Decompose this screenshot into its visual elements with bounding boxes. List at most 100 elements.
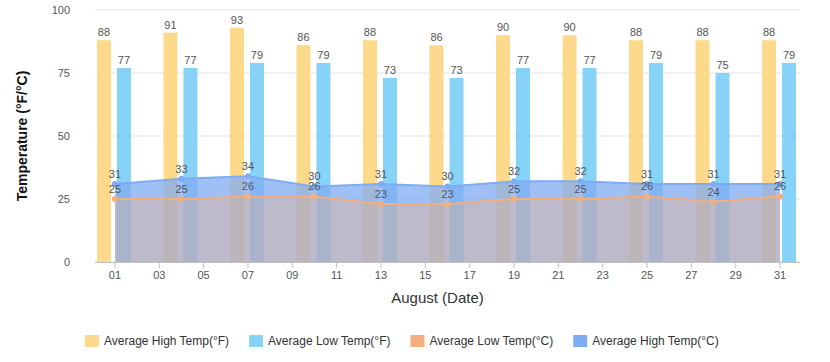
legend-swatch (249, 335, 263, 347)
marker (777, 193, 783, 199)
bar (97, 40, 111, 262)
x-tick-label: 25 (641, 269, 653, 281)
x-tick-label: 29 (730, 269, 742, 281)
data-label: 25 (508, 183, 520, 195)
data-label: 77 (583, 54, 595, 66)
x-tick (380, 262, 381, 268)
marker (511, 196, 517, 202)
y-tick-label: 50 (58, 130, 70, 142)
x-axis-title: August (Date) (391, 289, 484, 306)
data-label: 90 (497, 21, 509, 33)
chart: 0255075100Temperature (°F/°C)01030507091… (0, 0, 830, 362)
y-tick-label: 25 (58, 193, 70, 205)
data-label: 31 (375, 168, 387, 180)
data-label: 32 (508, 165, 520, 177)
data-label: 93 (231, 14, 243, 26)
x-axis: 01030507091113151719212325272931 (95, 262, 800, 281)
data-label: 86 (297, 31, 309, 43)
x-tick (469, 262, 470, 268)
marker (378, 201, 384, 207)
y-tick-label: 100 (52, 4, 70, 16)
x-tick-label: 07 (242, 269, 254, 281)
data-label: 26 (308, 180, 320, 192)
marker (178, 196, 184, 202)
legend-label: Average Low Temp(°C) (430, 334, 554, 348)
marker (178, 176, 184, 182)
marker (378, 181, 384, 187)
grid-line (95, 136, 800, 137)
x-tick-label: 19 (508, 269, 520, 281)
legend-swatch (85, 335, 99, 347)
data-label: 88 (696, 26, 708, 38)
data-label: 25 (109, 183, 121, 195)
data-label: 31 (774, 168, 786, 180)
x-tick (514, 262, 515, 268)
data-label: 88 (630, 26, 642, 38)
data-label: 79 (317, 49, 329, 61)
data-label: 33 (175, 163, 187, 175)
data-label: 31 (641, 168, 653, 180)
data-label: 30 (441, 170, 453, 182)
x-tick (735, 262, 736, 268)
x-tick (203, 262, 204, 268)
data-label: 88 (364, 26, 376, 38)
legend: Average High Temp(°F)Average Low Temp(°F… (85, 334, 719, 348)
data-label: 32 (574, 165, 586, 177)
x-tick (159, 262, 160, 268)
data-label: 73 (450, 64, 462, 76)
marker (711, 199, 717, 205)
data-label: 77 (517, 54, 529, 66)
data-label: 88 (763, 26, 775, 38)
legend-swatch (573, 335, 587, 347)
legend-label: Average Low Temp(°F) (268, 334, 390, 348)
data-label: 23 (375, 188, 387, 200)
data-label: 26 (774, 180, 786, 192)
x-tick (247, 262, 248, 268)
x-tick (647, 262, 648, 268)
data-label: 77 (184, 54, 196, 66)
x-tick-label: 17 (464, 269, 476, 281)
bar (782, 63, 796, 262)
marker (245, 193, 251, 199)
marker (245, 173, 251, 179)
y-tick-label: 75 (58, 67, 70, 79)
data-label: 24 (707, 186, 719, 198)
data-label: 79 (783, 49, 795, 61)
x-tick-label: 05 (198, 269, 210, 281)
data-label: 23 (441, 188, 453, 200)
x-tick-label: 03 (153, 269, 165, 281)
marker (112, 196, 118, 202)
x-tick (780, 262, 781, 268)
data-label: 91 (164, 19, 176, 31)
area (115, 176, 780, 262)
data-label: 31 (707, 168, 719, 180)
x-tick (691, 262, 692, 268)
data-label: 26 (242, 180, 254, 192)
y-tick-label: 0 (64, 256, 70, 268)
data-label: 25 (175, 183, 187, 195)
data-label: 26 (641, 180, 653, 192)
x-axis-line (95, 262, 800, 263)
marker (644, 193, 650, 199)
data-label: 77 (118, 54, 130, 66)
x-tick-label: 11 (331, 269, 342, 281)
legend-swatch (411, 335, 425, 347)
grid-line (95, 73, 800, 74)
data-label: 75 (716, 59, 728, 71)
x-tick-label: 09 (286, 269, 298, 281)
data-label: 73 (384, 64, 396, 76)
data-label: 86 (430, 31, 442, 43)
x-tick-label: 15 (419, 269, 431, 281)
data-label: 90 (563, 21, 575, 33)
x-tick (292, 262, 293, 268)
legend-label: Average High Temp(°C) (592, 334, 718, 348)
data-label: 34 (242, 160, 254, 172)
y-axis-title: Temperature (°F/°C) (14, 71, 30, 202)
data-label: 79 (251, 49, 263, 61)
x-tick (336, 262, 337, 268)
x-tick (602, 262, 603, 268)
x-tick-label: 27 (685, 269, 697, 281)
data-label: 25 (574, 183, 586, 195)
x-tick-label: 31 (774, 269, 786, 281)
data-label: 31 (109, 168, 121, 180)
